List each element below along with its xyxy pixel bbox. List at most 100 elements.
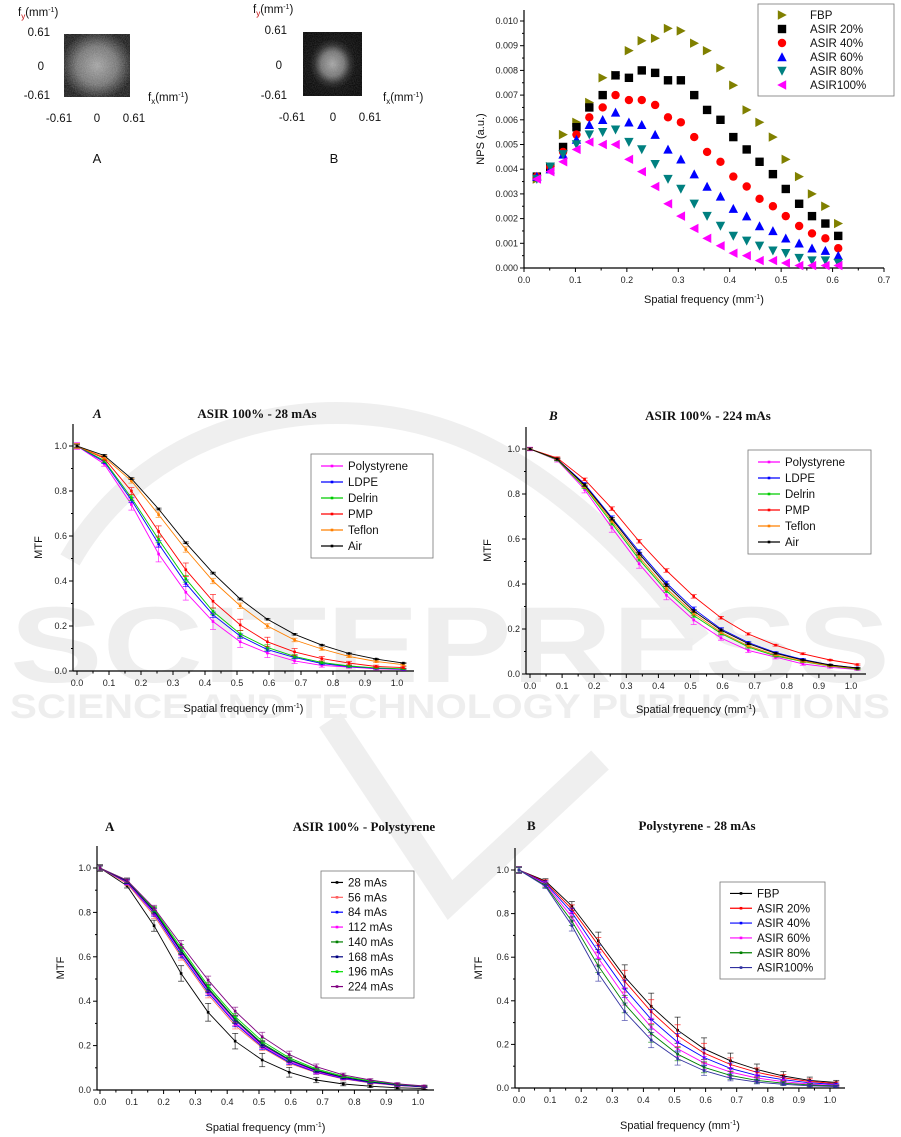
data-point xyxy=(157,507,160,511)
data-point xyxy=(374,660,378,663)
data-point xyxy=(238,632,242,636)
data-point xyxy=(702,147,712,157)
data-point xyxy=(585,103,594,112)
data-point xyxy=(741,236,752,246)
data-point xyxy=(610,107,621,117)
data-point xyxy=(820,256,831,266)
x-tick-label: 0.2 xyxy=(575,1095,588,1105)
x-tick-label: 0.4 xyxy=(723,275,736,285)
x-axis-label: Spatial frequency (mm-1) xyxy=(184,703,304,715)
data-point xyxy=(266,640,269,644)
data-point xyxy=(544,885,547,888)
data-point xyxy=(260,1035,264,1039)
data-point xyxy=(719,616,723,620)
nps-image-b: fy(mm-1) 0.61 0 -0.61 fx(mm-1) -0.61 0 0… xyxy=(253,4,423,166)
data-point xyxy=(801,658,805,662)
data-point xyxy=(130,489,133,493)
nps-b-xtick: -0.61 xyxy=(279,112,305,124)
data-point xyxy=(610,517,614,521)
data-point xyxy=(768,202,778,211)
data-point xyxy=(834,244,843,253)
legend: Polystyrene LDPE Delrin PMP Teflon Air xyxy=(310,453,434,559)
data-point xyxy=(715,191,726,201)
x-tick-label: 0.4 xyxy=(652,681,665,691)
x-tick-label: 0.5 xyxy=(231,678,244,688)
data-point xyxy=(774,653,777,657)
nps-b-fy-label: fy(mm-1) xyxy=(253,4,293,18)
chart-panel-label: B xyxy=(527,818,536,833)
y-tick-label: 0.003 xyxy=(495,189,518,199)
y-tick-label: 0.010 xyxy=(495,16,518,26)
data-point xyxy=(233,1015,237,1019)
legend-label: PMP xyxy=(785,505,810,517)
data-point xyxy=(794,253,804,263)
data-point xyxy=(794,199,804,208)
data-point xyxy=(781,233,791,243)
data-point xyxy=(597,972,600,975)
data-point xyxy=(572,130,581,139)
data-point xyxy=(833,260,843,271)
y-tick-label: 0.0 xyxy=(507,669,520,679)
data-point xyxy=(545,162,555,172)
data-point xyxy=(650,33,660,43)
y-tick-label: 0.6 xyxy=(78,952,91,962)
y-tick-label: 1.0 xyxy=(78,863,91,873)
x-tick-label: 0.4 xyxy=(637,1095,650,1105)
legend-box xyxy=(310,453,434,559)
legend-marker xyxy=(335,896,339,899)
legend-marker xyxy=(777,10,787,20)
y-tick-label: 0.4 xyxy=(496,996,509,1006)
nps-b-xtick: 0.61 xyxy=(359,112,381,124)
data-point xyxy=(238,623,242,627)
data-point xyxy=(570,924,574,927)
y-tick-label: 0.8 xyxy=(54,486,67,496)
data-point xyxy=(598,103,607,112)
data-point xyxy=(211,610,215,613)
data-point xyxy=(266,646,269,649)
data-point xyxy=(341,1073,345,1077)
data-point xyxy=(754,241,765,251)
data-point xyxy=(611,90,620,100)
data-point xyxy=(754,221,765,231)
y-tick-label: 0.006 xyxy=(495,115,518,125)
mtf-chart-materials-28mas: 0.0 0.2 0.4 0.6 0.8 1.0 0.0 0.1 0.2 0.3 0.4 0.5 0.6 0… xyxy=(33,406,434,715)
data-point xyxy=(794,238,804,248)
data-point xyxy=(692,611,696,615)
data-point xyxy=(768,255,778,266)
data-point xyxy=(287,1070,291,1074)
data-point xyxy=(597,115,608,124)
x-tick-label: 0.3 xyxy=(672,275,685,285)
legend-marker xyxy=(330,496,334,500)
y-tick-label: 1.0 xyxy=(507,444,520,454)
data-point xyxy=(729,172,738,181)
legend-marker xyxy=(777,66,787,76)
legend-marker xyxy=(767,524,771,528)
data-point xyxy=(179,943,183,946)
data-point xyxy=(637,95,646,105)
legend-label: ASIR 40% xyxy=(757,918,810,930)
data-point xyxy=(676,76,686,85)
data-point xyxy=(742,105,752,115)
nps-a-xtick: 0 xyxy=(94,113,100,125)
data-point xyxy=(320,647,324,651)
y-axis-label: MTF xyxy=(55,956,67,979)
data-point xyxy=(650,129,660,139)
y-tick-label: 0.6 xyxy=(54,531,67,541)
legend-label: 168 mAs xyxy=(348,952,394,964)
y-tick-label: 0.2 xyxy=(496,1039,509,1049)
data-point xyxy=(583,478,586,481)
y-tick-label: 0.2 xyxy=(54,621,67,631)
x-tick-label: 0.4 xyxy=(199,678,212,688)
legend-label: Polystyrene xyxy=(348,461,408,473)
series-224-mas xyxy=(97,865,428,1088)
data-point xyxy=(184,568,188,572)
legend-marker xyxy=(739,966,743,969)
data-point xyxy=(260,1043,264,1046)
nps-a-ytick: 0 xyxy=(38,61,44,73)
data-point xyxy=(715,241,725,251)
data-point xyxy=(807,260,817,271)
legend-marker xyxy=(330,464,334,468)
data-point xyxy=(715,221,726,231)
data-point xyxy=(728,231,739,241)
data-point xyxy=(157,552,160,556)
